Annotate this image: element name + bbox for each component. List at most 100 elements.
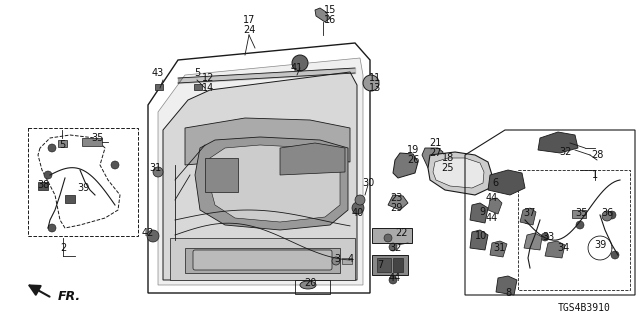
Polygon shape bbox=[163, 72, 357, 280]
Polygon shape bbox=[538, 132, 578, 153]
Bar bbox=[38, 182, 48, 190]
Circle shape bbox=[541, 233, 549, 241]
Text: 31: 31 bbox=[149, 163, 161, 173]
Bar bbox=[295, 280, 330, 294]
Polygon shape bbox=[280, 143, 345, 175]
Text: 27: 27 bbox=[429, 148, 441, 158]
Text: 35: 35 bbox=[575, 208, 587, 218]
Text: 32: 32 bbox=[560, 147, 572, 157]
Circle shape bbox=[292, 55, 308, 71]
Text: 10: 10 bbox=[475, 231, 487, 241]
Text: 19: 19 bbox=[407, 145, 419, 155]
Circle shape bbox=[363, 75, 379, 91]
FancyBboxPatch shape bbox=[193, 250, 332, 270]
Bar bbox=[28, 128, 138, 236]
Polygon shape bbox=[422, 148, 443, 168]
Text: 4: 4 bbox=[348, 254, 354, 264]
Bar bbox=[518, 170, 630, 290]
Text: 40: 40 bbox=[352, 208, 364, 218]
Text: 37: 37 bbox=[524, 208, 536, 218]
Bar bbox=[342, 258, 352, 264]
Text: 1: 1 bbox=[592, 170, 598, 180]
Circle shape bbox=[389, 276, 397, 284]
Text: 35: 35 bbox=[92, 133, 104, 143]
Text: 39: 39 bbox=[77, 183, 89, 193]
Polygon shape bbox=[372, 228, 412, 243]
Text: 44: 44 bbox=[486, 213, 498, 223]
Circle shape bbox=[608, 211, 616, 219]
Text: 17: 17 bbox=[243, 15, 255, 25]
Text: 22: 22 bbox=[395, 228, 407, 238]
Text: 44: 44 bbox=[389, 273, 401, 283]
Bar bbox=[155, 84, 163, 90]
Text: 30: 30 bbox=[362, 178, 374, 188]
Circle shape bbox=[611, 251, 619, 259]
Text: 20: 20 bbox=[304, 278, 316, 288]
Text: 43: 43 bbox=[152, 68, 164, 78]
Text: 44: 44 bbox=[486, 193, 498, 203]
Polygon shape bbox=[496, 276, 517, 295]
Circle shape bbox=[44, 171, 52, 179]
Text: 3: 3 bbox=[334, 254, 340, 264]
Text: 5: 5 bbox=[59, 140, 65, 150]
Polygon shape bbox=[185, 118, 350, 165]
Bar bbox=[194, 84, 202, 90]
Text: 15: 15 bbox=[324, 5, 336, 15]
Circle shape bbox=[602, 211, 612, 221]
Text: 5: 5 bbox=[194, 68, 200, 78]
Text: 7: 7 bbox=[377, 260, 383, 270]
Text: 39: 39 bbox=[594, 240, 606, 250]
Text: 18: 18 bbox=[442, 153, 454, 163]
Polygon shape bbox=[433, 158, 484, 188]
Polygon shape bbox=[170, 238, 355, 280]
Text: 13: 13 bbox=[369, 83, 381, 93]
Circle shape bbox=[524, 216, 532, 224]
Circle shape bbox=[48, 144, 56, 152]
Circle shape bbox=[355, 195, 365, 205]
Circle shape bbox=[384, 234, 392, 242]
Circle shape bbox=[153, 167, 163, 177]
Bar bbox=[393, 258, 403, 272]
Circle shape bbox=[332, 257, 340, 265]
Polygon shape bbox=[185, 248, 340, 273]
Text: 16: 16 bbox=[324, 15, 336, 25]
Text: 28: 28 bbox=[591, 150, 603, 160]
Polygon shape bbox=[388, 195, 408, 210]
Circle shape bbox=[111, 161, 119, 169]
Text: TGS4B3910: TGS4B3910 bbox=[558, 303, 611, 313]
Circle shape bbox=[389, 243, 397, 251]
Text: 24: 24 bbox=[243, 25, 255, 35]
Ellipse shape bbox=[300, 281, 316, 289]
Polygon shape bbox=[524, 233, 542, 250]
Text: 12: 12 bbox=[202, 73, 214, 83]
Polygon shape bbox=[158, 58, 363, 285]
Text: 29: 29 bbox=[390, 203, 402, 213]
Circle shape bbox=[576, 221, 584, 229]
Circle shape bbox=[352, 202, 364, 214]
Polygon shape bbox=[393, 153, 418, 178]
Text: 38: 38 bbox=[37, 180, 49, 190]
Polygon shape bbox=[488, 198, 502, 214]
Polygon shape bbox=[315, 8, 330, 22]
Polygon shape bbox=[470, 203, 488, 223]
Polygon shape bbox=[520, 208, 536, 225]
Polygon shape bbox=[470, 230, 488, 250]
Bar bbox=[58, 140, 67, 147]
Text: 9: 9 bbox=[479, 207, 485, 217]
Bar bbox=[65, 195, 75, 203]
Text: 2: 2 bbox=[60, 243, 66, 253]
Text: 14: 14 bbox=[202, 83, 214, 93]
Text: 31: 31 bbox=[493, 243, 505, 253]
Text: 26: 26 bbox=[407, 155, 419, 165]
Bar bbox=[572, 210, 586, 218]
Bar bbox=[82, 138, 102, 146]
Text: 25: 25 bbox=[442, 163, 454, 173]
Polygon shape bbox=[490, 241, 507, 257]
Text: 36: 36 bbox=[601, 208, 613, 218]
Text: 6: 6 bbox=[492, 178, 498, 188]
Text: 33: 33 bbox=[542, 232, 554, 242]
Text: FR.: FR. bbox=[58, 290, 81, 302]
Text: 23: 23 bbox=[390, 193, 402, 203]
Polygon shape bbox=[545, 241, 565, 258]
Polygon shape bbox=[428, 152, 492, 195]
